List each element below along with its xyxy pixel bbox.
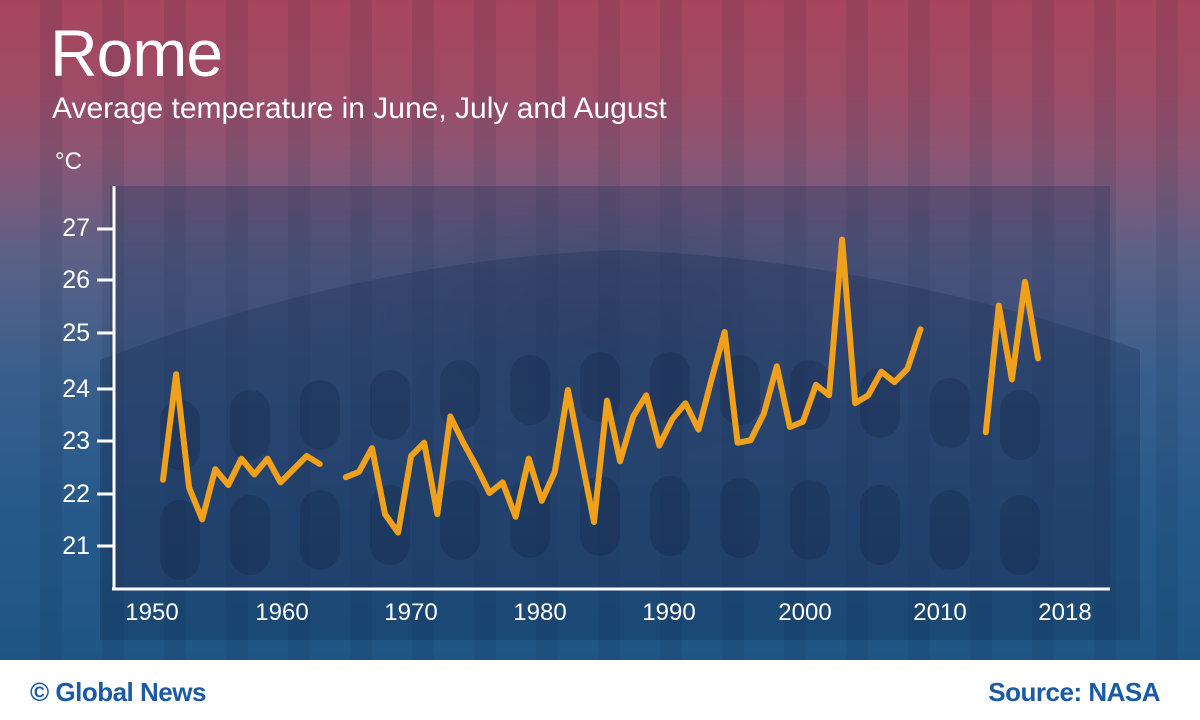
footer-bar bbox=[0, 660, 1200, 720]
x-tick-label: 1960 bbox=[255, 599, 309, 626]
axes bbox=[97, 186, 1110, 591]
y-tick-label: 22 bbox=[62, 480, 90, 508]
x-tick-label: 1970 bbox=[384, 599, 438, 626]
y-tick-label: 24 bbox=[62, 375, 90, 403]
chart-background: Rome Average temperature in June, July a… bbox=[0, 0, 1200, 660]
chart-subtitle: Average temperature in June, July and Au… bbox=[52, 92, 667, 125]
y-tick-label: 23 bbox=[62, 427, 90, 455]
line-chart bbox=[97, 186, 1110, 591]
chart-title: Rome bbox=[50, 16, 223, 90]
temperature-line-segment bbox=[982, 278, 1041, 436]
y-tick-label: 21 bbox=[62, 532, 90, 560]
x-tick-label: 2010 bbox=[913, 599, 967, 626]
y-axis-unit-label: °C bbox=[55, 148, 82, 175]
x-tick-label: 1990 bbox=[642, 599, 696, 626]
y-tick-label: 27 bbox=[62, 214, 90, 242]
x-tick-label: 1950 bbox=[125, 599, 179, 626]
x-tick-label: 2000 bbox=[778, 599, 832, 626]
credit-text: © Global News bbox=[30, 677, 206, 707]
temperature-line-segment bbox=[342, 236, 924, 536]
temperature-line-segment bbox=[160, 371, 323, 523]
y-tick-label: 26 bbox=[62, 266, 90, 294]
plot-area-panel bbox=[110, 186, 1110, 590]
temperature-series bbox=[160, 236, 1041, 536]
x-tick-label: 2018 bbox=[1038, 599, 1092, 626]
x-tick-label: 1980 bbox=[513, 599, 567, 626]
source-text: Source: NASA bbox=[988, 677, 1160, 707]
y-tick-label: 25 bbox=[62, 319, 90, 347]
